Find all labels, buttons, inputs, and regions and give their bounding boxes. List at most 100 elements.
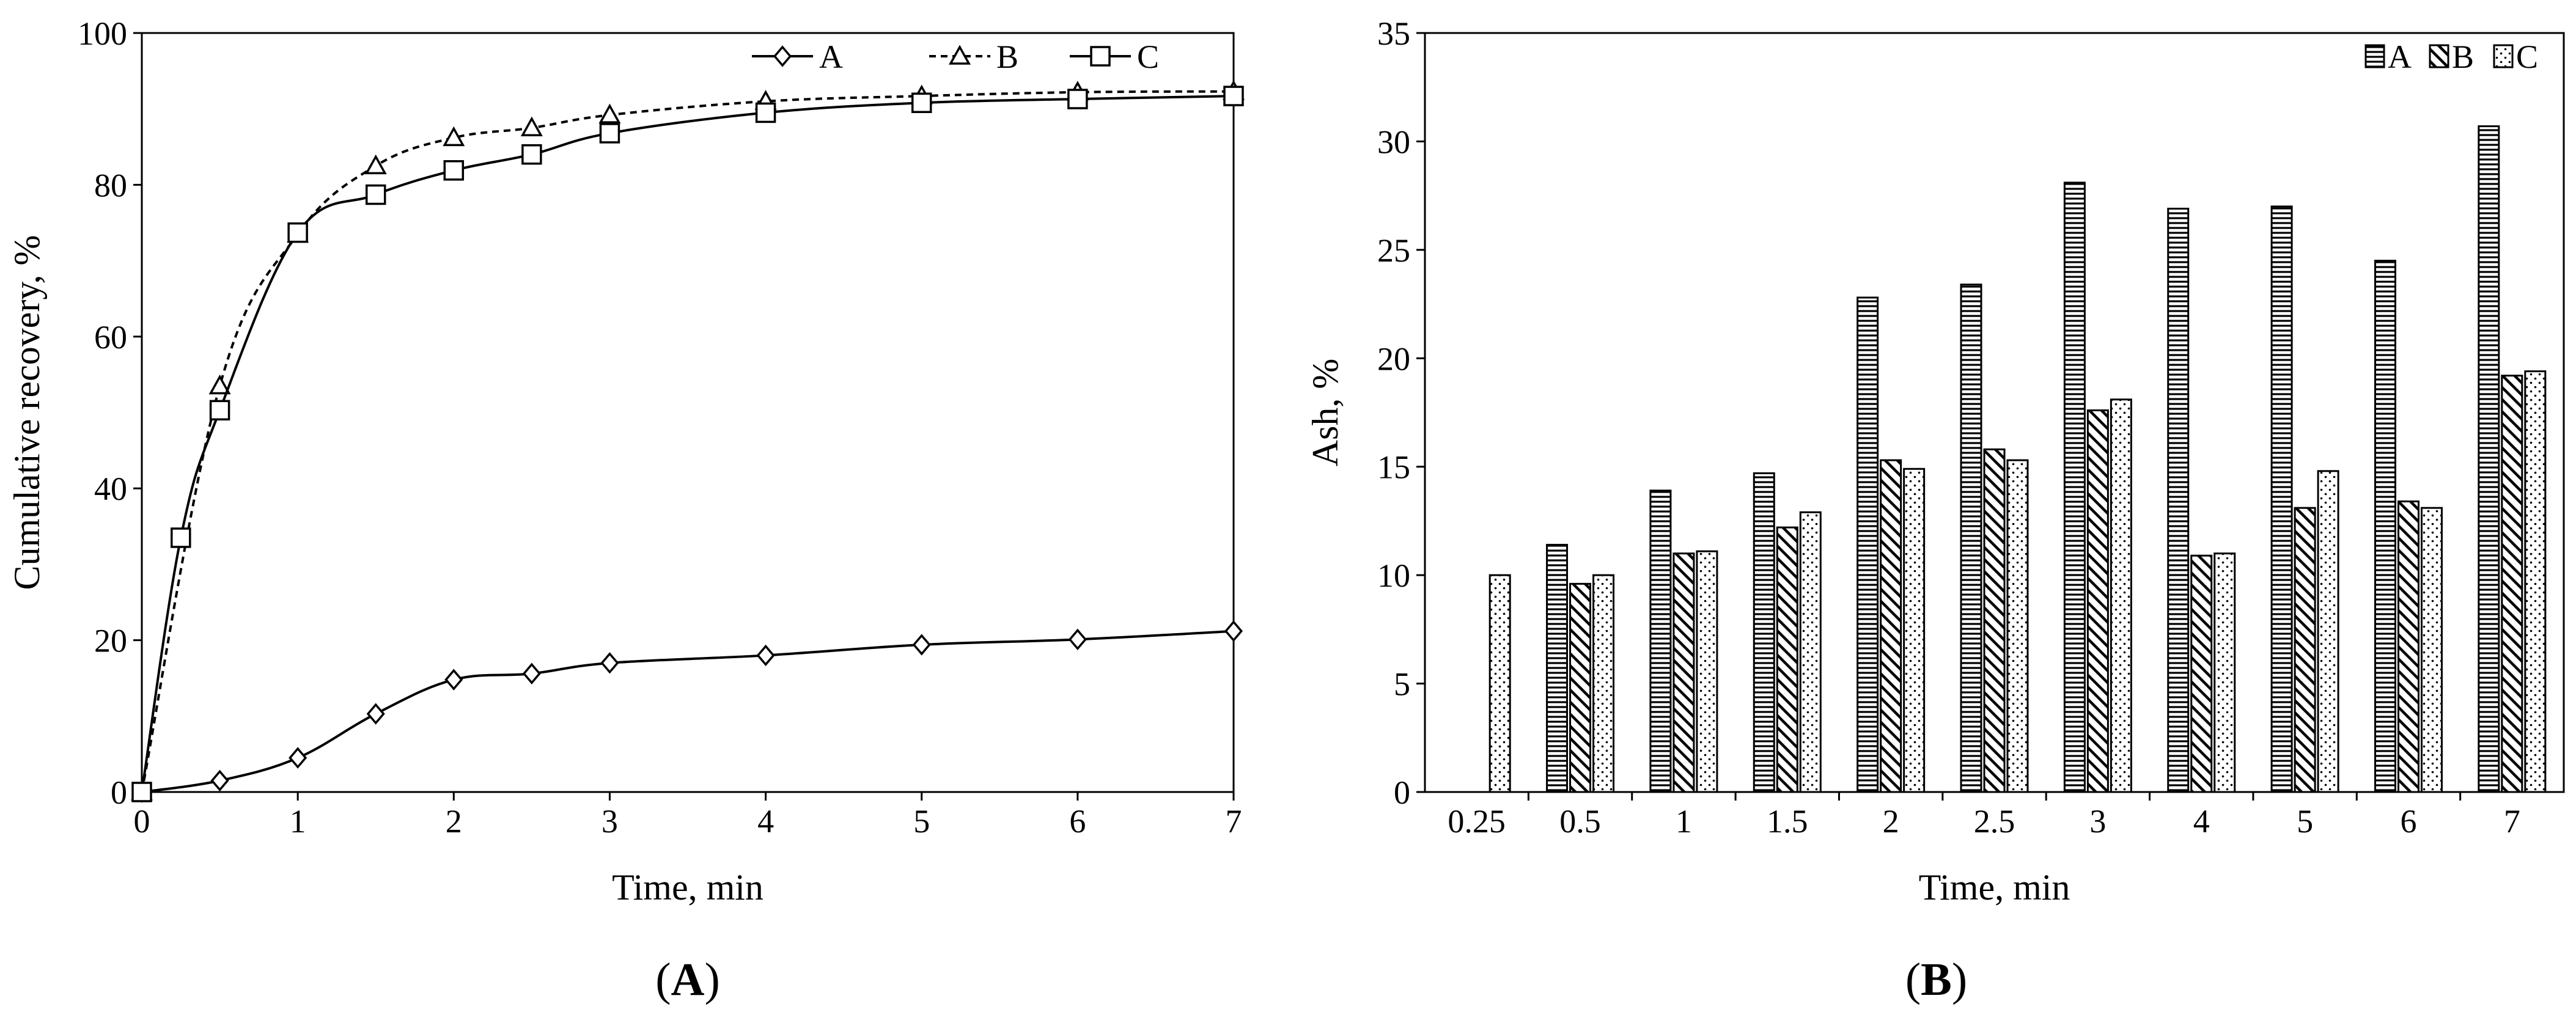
bar-b bbox=[1776, 526, 1798, 793]
data-point-c bbox=[443, 160, 465, 181]
bar-c bbox=[2110, 398, 2132, 793]
chart-a-y-tick-label: 80 bbox=[94, 167, 127, 204]
data-point-b bbox=[520, 116, 543, 136]
data-point-a bbox=[600, 652, 619, 674]
bar-b bbox=[2086, 409, 2109, 793]
ash-bar-chart: 0 5 10 15 20 25 30 35 0.25 0.5 1 1.5 2 2.5 3 4 5 6 7 A B C T… bbox=[1305, 15, 2565, 1005]
chart-b-x-tick-label: 2 bbox=[1883, 803, 1899, 840]
data-point-c bbox=[521, 144, 542, 165]
bar-c bbox=[1489, 574, 1511, 793]
legend-label-b: B bbox=[996, 38, 1018, 75]
legend-marker-a bbox=[773, 45, 792, 67]
chart-b-y-tick-label: 0 bbox=[1394, 774, 1410, 811]
bar-b bbox=[1673, 552, 1695, 793]
chart-a-y-tick-label: 60 bbox=[94, 319, 127, 356]
bar-a bbox=[1857, 296, 1879, 793]
chart-a-x-tick-label: 0 bbox=[134, 803, 150, 840]
chart-a-x-tick-label: 6 bbox=[1069, 803, 1086, 840]
chart-a-x-axis-label: Time, min bbox=[612, 867, 764, 908]
bar-a bbox=[2478, 125, 2500, 793]
bar-c bbox=[2420, 507, 2443, 793]
data-point-a bbox=[289, 747, 307, 769]
data-point-b bbox=[208, 374, 231, 395]
series-line-a bbox=[141, 629, 1234, 793]
chart-b-x-tick-label: 2.5 bbox=[1974, 803, 2015, 840]
bar-b bbox=[2294, 507, 2316, 793]
chart-b-axes: 0 5 10 15 20 25 30 35 0.25 0.5 1 1.5 2 2.5 3 4 5 6 7 bbox=[1377, 15, 2565, 840]
chart-b-x-tick-label: 5 bbox=[2297, 803, 2313, 840]
data-point-c bbox=[287, 222, 308, 243]
bar-a bbox=[2270, 205, 2293, 793]
data-point-c bbox=[171, 527, 191, 548]
chart-a-plot-frame bbox=[141, 32, 1235, 793]
legend-swatch-b bbox=[2429, 44, 2449, 68]
cumulative-recovery-chart: 0 20 40 60 80 100 0 1 2 3 4 5 6 7 A B C Time, min Cumul… bbox=[7, 15, 1245, 1005]
data-point-a bbox=[366, 703, 385, 725]
legend-swatch-c bbox=[2493, 44, 2514, 68]
bar-b bbox=[1983, 448, 2006, 793]
panel-label-b: (B) bbox=[1905, 954, 1967, 1005]
bar-a bbox=[2167, 207, 2190, 793]
chart-b-legend: A B C bbox=[2364, 38, 2538, 75]
chart-a-y-tick-label: 0 bbox=[111, 774, 127, 811]
data-point-c bbox=[1067, 89, 1088, 109]
data-point-b bbox=[598, 103, 621, 123]
chart-b-y-tick-label: 20 bbox=[1377, 340, 1410, 377]
data-point-b bbox=[364, 154, 387, 175]
bar-b bbox=[2397, 500, 2420, 793]
chart-b-x-axis-label: Time, min bbox=[1919, 867, 2070, 908]
bar-a bbox=[1649, 490, 1672, 793]
chart-b-x-tick-label: 4 bbox=[2193, 803, 2210, 840]
chart-b-y-tick-label: 25 bbox=[1377, 232, 1410, 269]
bar-b bbox=[2190, 554, 2213, 793]
legend-label-a: A bbox=[819, 38, 843, 75]
bar-c bbox=[1799, 511, 1822, 793]
bar-c bbox=[1696, 550, 1718, 793]
data-point-c bbox=[911, 92, 932, 114]
panel-label-a: (A) bbox=[655, 954, 720, 1005]
data-point-a bbox=[912, 634, 931, 656]
data-point-a bbox=[1224, 620, 1243, 642]
series-line-c bbox=[141, 95, 1234, 793]
data-point-a bbox=[756, 644, 775, 667]
bar-a bbox=[1960, 284, 1982, 793]
chart-a-y-tick-label: 100 bbox=[78, 15, 127, 52]
legend-label-c: C bbox=[1137, 38, 1159, 75]
chart-a-x-tick-label: 3 bbox=[602, 803, 618, 840]
chart-a-x-tick-label: 1 bbox=[290, 803, 306, 840]
chart-b-x-tick-label: 7 bbox=[2504, 803, 2520, 840]
chart-a-y-tick-label: 40 bbox=[94, 471, 127, 507]
chart-b-y-tick-label: 5 bbox=[1394, 666, 1410, 703]
series-line-b bbox=[141, 90, 1234, 793]
bar-a bbox=[1546, 543, 1569, 793]
bar-b bbox=[1569, 582, 1592, 793]
data-point-a bbox=[1068, 628, 1087, 651]
bar-b bbox=[1880, 459, 1902, 793]
chart-b-y-tick-label: 15 bbox=[1377, 449, 1410, 486]
bar-a bbox=[2374, 260, 2396, 793]
legend-swatch-a bbox=[2364, 44, 2385, 68]
chart-b-y-axis-label: Ash, % bbox=[1305, 359, 1345, 467]
chart-b-bars bbox=[1489, 125, 2547, 793]
legend-label-a: A bbox=[2388, 38, 2412, 75]
bar-a bbox=[2063, 182, 2086, 793]
chart-b-y-tick-label: 30 bbox=[1377, 123, 1410, 160]
data-point-c bbox=[131, 782, 152, 802]
chart-a-y-axis-label: Cumulative recovery, % bbox=[7, 235, 47, 590]
chart-a-legend: A B C bbox=[752, 38, 1159, 75]
data-point-a bbox=[444, 669, 463, 691]
chart-b-x-tick-label: 1 bbox=[1676, 803, 1692, 840]
chart-a-x-tick-label: 7 bbox=[1226, 803, 1242, 840]
bar-a bbox=[1753, 472, 1775, 793]
chart-a-axes: 0 20 40 60 80 100 0 1 2 3 4 5 6 7 bbox=[78, 15, 1242, 840]
chart-a-y-tick-label: 20 bbox=[94, 623, 127, 659]
bar-c bbox=[2006, 459, 2029, 793]
legend-label-c: C bbox=[2516, 38, 2538, 75]
chart-b-x-tick-label: 1.5 bbox=[1767, 803, 1808, 840]
chart-b-x-tick-label: 0.5 bbox=[1559, 803, 1601, 840]
chart-a-x-tick-label: 4 bbox=[757, 803, 774, 840]
data-point-c bbox=[755, 102, 776, 123]
chart-b-y-tick-label: 35 bbox=[1377, 15, 1410, 52]
bar-b bbox=[2501, 375, 2523, 793]
